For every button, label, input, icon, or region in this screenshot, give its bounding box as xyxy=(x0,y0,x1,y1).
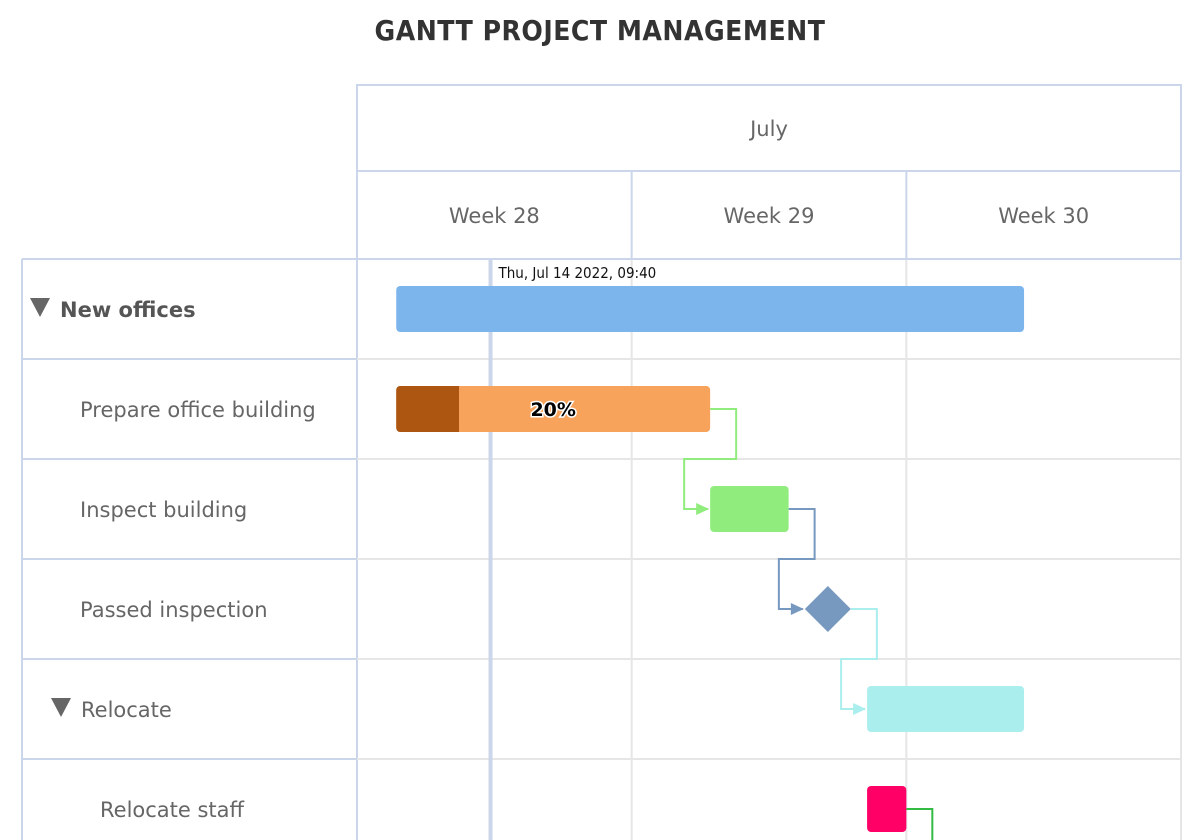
bar-fill xyxy=(867,786,907,832)
task-label: Passed inspection xyxy=(80,598,268,622)
task-label: Relocate xyxy=(81,698,172,722)
collapse-toggle-icon[interactable] xyxy=(51,698,71,717)
dependency-arrow-inspect xyxy=(790,603,804,615)
collapse-toggle-icon[interactable] xyxy=(30,298,50,317)
task-label: Prepare office building xyxy=(80,398,316,422)
week-label: Week 28 xyxy=(449,204,540,228)
dependency-arrow-prepare xyxy=(696,503,710,515)
completion-label: 20% xyxy=(530,399,575,421)
bar-fill xyxy=(396,386,711,432)
dependency-connector-inspect xyxy=(777,508,816,610)
bar-fill xyxy=(710,486,789,532)
current-time-label: Thu, Jul 14 2022, 09:40 xyxy=(498,264,657,282)
task-bars: 20% xyxy=(396,286,1025,832)
axis-header: July Week 28 Week 29 Week 30 xyxy=(356,84,1182,260)
dependency-connector-prepare xyxy=(683,408,738,510)
month-label: July xyxy=(748,117,788,141)
week-label: Week 29 xyxy=(724,204,815,228)
current-time-indicator: Thu, Jul 14 2022, 09:40 xyxy=(488,259,657,840)
dependency-arrow-passed xyxy=(853,703,867,715)
task-label: Inspect building xyxy=(80,498,247,522)
task-label: Relocate staff xyxy=(100,798,245,822)
milestone-passed[interactable] xyxy=(804,586,851,632)
task-bar-new-offices[interactable] xyxy=(396,286,1025,332)
chart-title: GANTT PROJECT MANAGEMENT xyxy=(374,14,826,47)
dependency-connectors xyxy=(683,408,934,840)
week-label: Week 30 xyxy=(998,204,1089,228)
task-bar-relocate-staff[interactable] xyxy=(867,786,907,832)
dependency-connector-passed xyxy=(840,608,878,710)
grid-layer xyxy=(21,258,1182,840)
task-label: New offices xyxy=(60,298,196,322)
bar-completed xyxy=(396,386,460,432)
task-bar-relocate[interactable] xyxy=(867,686,1025,732)
task-labels: New offices Prepare office building Inspec… xyxy=(30,298,316,822)
task-bar-prepare[interactable]: 20% xyxy=(396,386,711,432)
bar-fill xyxy=(396,286,1025,332)
dependency-connector-relocate-staff xyxy=(906,808,934,840)
task-bar-inspect[interactable] xyxy=(710,486,789,532)
bar-fill xyxy=(867,686,1025,732)
